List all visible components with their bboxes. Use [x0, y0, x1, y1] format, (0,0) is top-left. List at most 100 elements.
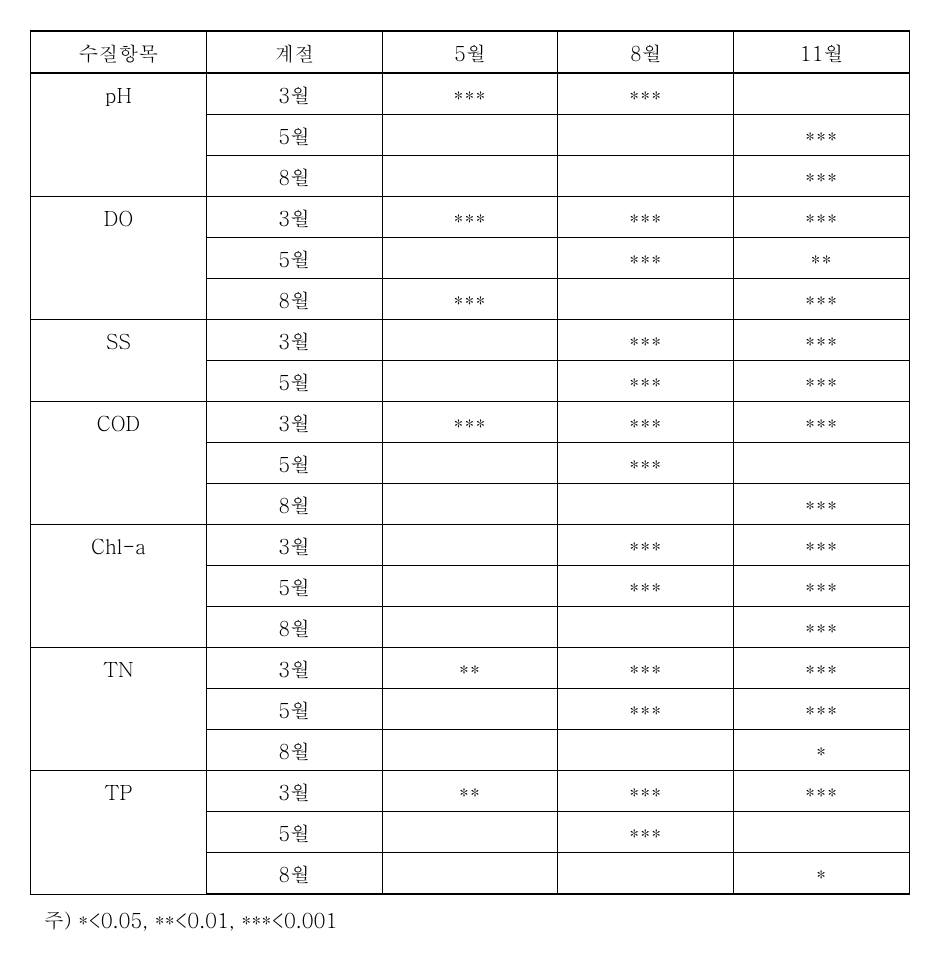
col-header-may: 5월: [382, 31, 558, 73]
value-cell: ***: [558, 197, 734, 238]
value-cell: ***: [734, 361, 910, 402]
season-cell: 5월: [206, 812, 382, 853]
value-cell: [558, 853, 734, 895]
value-cell: [382, 525, 558, 566]
value-cell: ***: [382, 279, 558, 320]
param-cell: Chl-a: [31, 525, 207, 648]
value-cell: [734, 812, 910, 853]
season-cell: 8월: [206, 484, 382, 525]
value-cell: ***: [734, 279, 910, 320]
table-row: SS3월******: [31, 320, 910, 361]
value-cell: [558, 279, 734, 320]
value-cell: **: [734, 238, 910, 279]
value-cell: [382, 607, 558, 648]
value-cell: **: [382, 771, 558, 812]
param-cell: TN: [31, 648, 207, 771]
table-row: pH3월******: [31, 74, 910, 115]
table-row: TP3월********: [31, 771, 910, 812]
value-cell: [734, 74, 910, 115]
table-row: COD3월*********: [31, 402, 910, 443]
season-cell: 5월: [206, 566, 382, 607]
value-cell: [382, 484, 558, 525]
season-cell: 3월: [206, 320, 382, 361]
value-cell: ***: [558, 566, 734, 607]
table-row: Chl-a3월******: [31, 525, 910, 566]
season-cell: 3월: [206, 525, 382, 566]
season-cell: 3월: [206, 74, 382, 115]
value-cell: ***: [382, 74, 558, 115]
col-header-season: 계절: [206, 31, 382, 73]
value-cell: ***: [382, 402, 558, 443]
value-cell: [558, 484, 734, 525]
col-header-aug: 8월: [558, 31, 734, 73]
param-cell: TP: [31, 771, 207, 895]
table-body: pH3월******5월***8월***DO3월*********5월*****…: [31, 74, 910, 895]
season-cell: 3월: [206, 648, 382, 689]
value-cell: ***: [558, 525, 734, 566]
season-cell: 8월: [206, 156, 382, 197]
value-cell: ***: [558, 648, 734, 689]
value-cell: [558, 115, 734, 156]
value-cell: ***: [734, 484, 910, 525]
value-cell: ***: [558, 771, 734, 812]
value-cell: [558, 607, 734, 648]
season-cell: 3월: [206, 402, 382, 443]
season-cell: 5월: [206, 238, 382, 279]
value-cell: [382, 156, 558, 197]
value-cell: [382, 115, 558, 156]
season-cell: 8월: [206, 279, 382, 320]
value-cell: ***: [734, 320, 910, 361]
season-cell: 5월: [206, 361, 382, 402]
value-cell: ***: [382, 197, 558, 238]
value-cell: *: [734, 730, 910, 771]
value-cell: ***: [734, 525, 910, 566]
param-cell: COD: [31, 402, 207, 525]
value-cell: **: [382, 648, 558, 689]
season-cell: 8월: [206, 853, 382, 895]
value-cell: [382, 361, 558, 402]
season-cell: 5월: [206, 443, 382, 484]
value-cell: ***: [734, 689, 910, 730]
table-row: TN3월********: [31, 648, 910, 689]
value-cell: [382, 812, 558, 853]
value-cell: ***: [734, 648, 910, 689]
table-header-row: 수질항목 계절 5월 8월 11월: [31, 31, 910, 73]
value-cell: ***: [734, 156, 910, 197]
value-cell: ***: [734, 402, 910, 443]
table-footnote: 주) *<0.05, **<0.01, ***<0.001: [30, 905, 910, 934]
value-cell: ***: [734, 197, 910, 238]
param-cell: DO: [31, 197, 207, 320]
table-container: 수질항목 계절 5월 8월 11월 pH3월******5월***8월***DO…: [30, 30, 910, 934]
param-cell: pH: [31, 74, 207, 197]
col-header-nov: 11월: [734, 31, 910, 73]
value-cell: ***: [558, 320, 734, 361]
value-cell: [382, 238, 558, 279]
table-row: DO3월*********: [31, 197, 910, 238]
value-cell: ***: [558, 812, 734, 853]
value-cell: ***: [558, 238, 734, 279]
value-cell: [558, 730, 734, 771]
value-cell: [734, 443, 910, 484]
value-cell: [382, 730, 558, 771]
value-cell: [558, 156, 734, 197]
season-cell: 3월: [206, 771, 382, 812]
value-cell: [382, 443, 558, 484]
season-cell: 8월: [206, 607, 382, 648]
value-cell: [382, 853, 558, 895]
value-cell: ***: [734, 115, 910, 156]
value-cell: [382, 689, 558, 730]
value-cell: ***: [558, 402, 734, 443]
value-cell: *: [734, 853, 910, 895]
value-cell: ***: [558, 361, 734, 402]
value-cell: ***: [558, 689, 734, 730]
value-cell: ***: [734, 771, 910, 812]
value-cell: ***: [734, 566, 910, 607]
season-cell: 3월: [206, 197, 382, 238]
season-cell: 5월: [206, 689, 382, 730]
value-cell: ***: [558, 74, 734, 115]
season-cell: 8월: [206, 730, 382, 771]
value-cell: ***: [734, 607, 910, 648]
significance-table: 수질항목 계절 5월 8월 11월 pH3월******5월***8월***DO…: [30, 30, 910, 895]
param-cell: SS: [31, 320, 207, 402]
season-cell: 5월: [206, 115, 382, 156]
